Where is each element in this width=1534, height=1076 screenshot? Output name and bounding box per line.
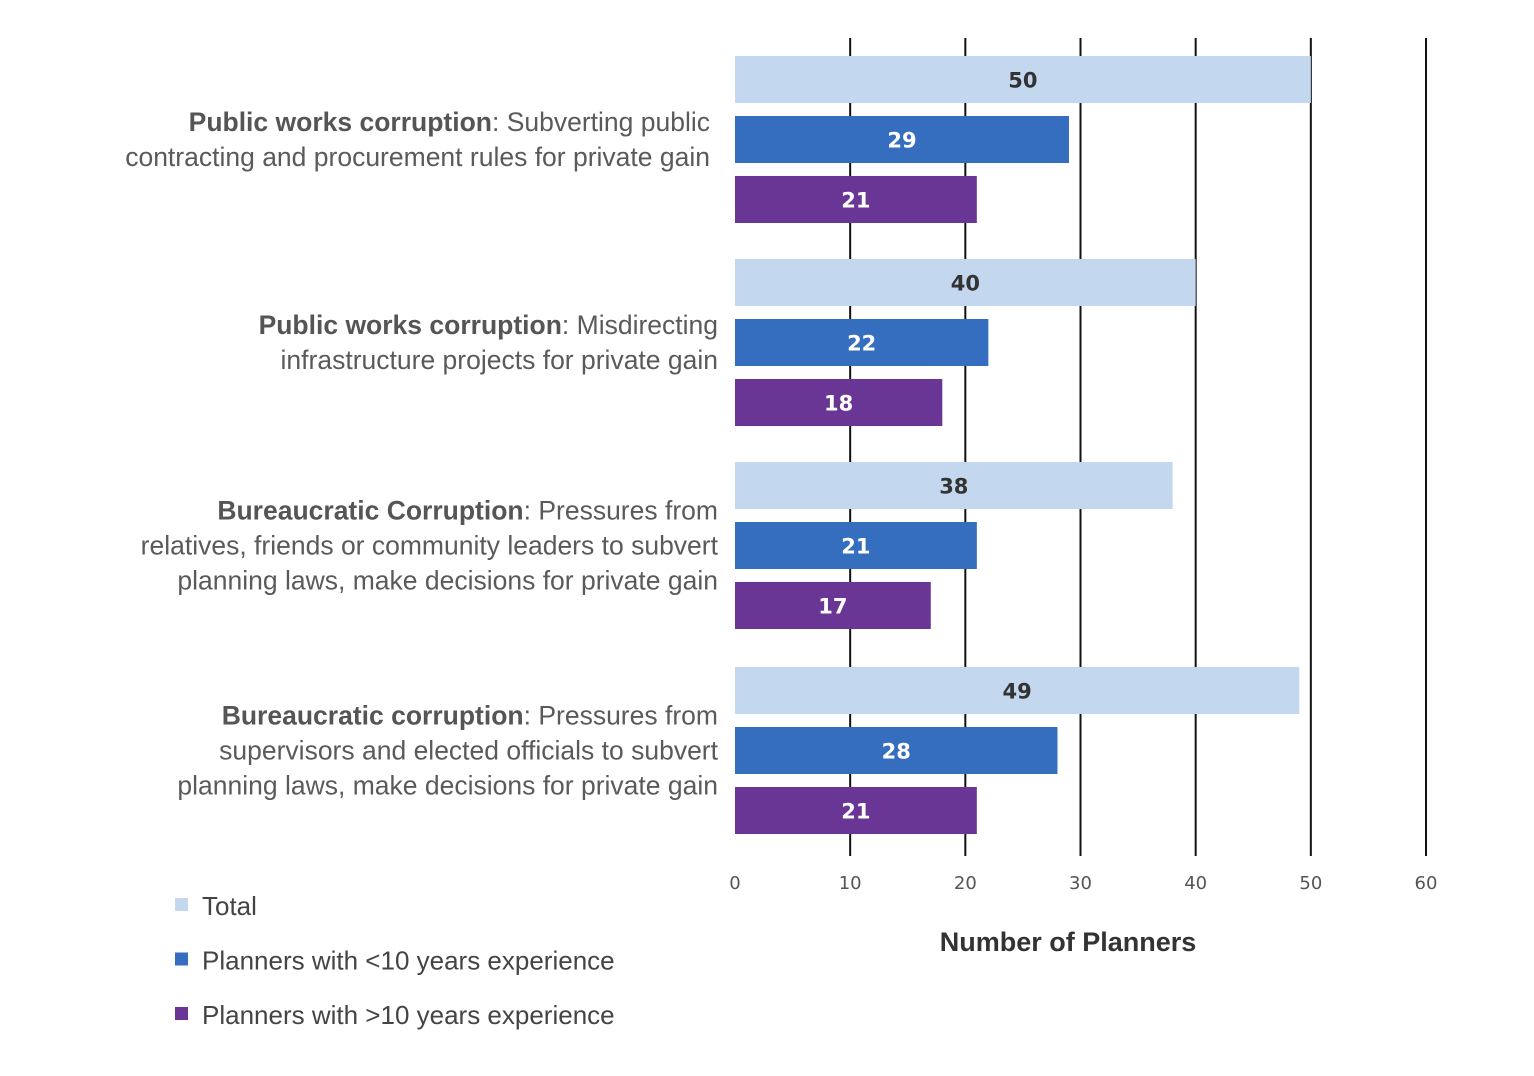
category-labels: Public works corruption: Subverting publ… <box>125 107 718 801</box>
category-label-bold: Bureaucratic corruption <box>222 701 524 731</box>
bar <box>735 116 1069 163</box>
x-tick-label: 40 <box>1184 873 1207 894</box>
category-label: Public works corruption: Subverting publ… <box>189 107 710 137</box>
category-label-line: planning laws, make decisions for privat… <box>177 566 718 596</box>
category-label-line: contracting and procurement rules for pr… <box>125 142 710 172</box>
category-label-rest: : Subverting public <box>492 107 710 137</box>
bar <box>735 522 977 569</box>
data-label: 28 <box>882 740 911 764</box>
data-label: 21 <box>841 189 870 213</box>
category-label-bold: Public works corruption <box>259 310 562 340</box>
x-tick-label: 60 <box>1415 873 1438 894</box>
data-label: 18 <box>824 392 853 416</box>
data-label: 49 <box>1003 680 1032 704</box>
category-label: Bureaucratic Corruption: Pressures from <box>217 496 718 526</box>
category-label-line: planning laws, make decisions for privat… <box>177 771 718 801</box>
category-label-line: supervisors and elected officials to sub… <box>219 736 718 766</box>
x-tick-label: 10 <box>839 873 862 894</box>
x-axis-title: Number of Planners <box>940 927 1197 957</box>
category-label-rest: : Pressures from <box>524 496 718 526</box>
category-label-rest: : Misdirecting <box>562 310 718 340</box>
category-label-bold: Bureaucratic Corruption <box>217 496 523 526</box>
x-tick-label: 0 <box>729 873 740 894</box>
x-tick-label: 50 <box>1299 873 1322 894</box>
bar <box>735 176 977 223</box>
bar <box>735 582 931 629</box>
data-label: 22 <box>847 332 876 356</box>
category-label: Bureaucratic corruption: Pressures from <box>222 701 718 731</box>
legend: Total Planners with <10 years experience P… <box>175 891 615 1030</box>
legend-swatch <box>175 898 188 911</box>
data-label: 50 <box>1008 69 1037 93</box>
data-label: 21 <box>841 535 870 559</box>
category-label-rest: : Pressures from <box>524 701 718 731</box>
bar <box>735 319 989 366</box>
gridlines <box>849 38 1427 856</box>
category-label-line: infrastructure projects for private gain <box>281 345 718 375</box>
bar <box>735 462 1173 509</box>
data-label: 21 <box>841 800 870 824</box>
legend-swatch <box>175 1007 188 1020</box>
bar <box>735 787 977 834</box>
legend-label: Total <box>202 891 257 921</box>
bar <box>735 727 1058 774</box>
legend-label: Planners with >10 years experience <box>202 1000 615 1030</box>
bar <box>735 56 1311 103</box>
legend-swatch <box>175 952 188 966</box>
bar <box>735 259 1196 306</box>
bars: 50 29 21 40 22 18 38 21 17 49 28 21 <box>735 56 1311 834</box>
bar <box>735 667 1300 714</box>
data-label: 17 <box>818 595 847 619</box>
category-label-bold: Public works corruption <box>189 107 492 137</box>
x-tick-labels: 0 10 20 30 40 50 60 <box>729 873 1437 894</box>
data-label: 38 <box>939 475 968 499</box>
data-label: 40 <box>951 272 980 296</box>
data-label: 29 <box>887 129 916 153</box>
category-label-line: relatives, friends or community leaders … <box>141 531 719 561</box>
x-tick-label: 30 <box>1069 873 1092 894</box>
x-tick-label: 20 <box>954 873 977 894</box>
legend-label: Planners with <10 years experience <box>202 946 615 976</box>
bar <box>735 379 943 426</box>
category-label: Public works corruption: Misdirecting <box>259 310 718 340</box>
